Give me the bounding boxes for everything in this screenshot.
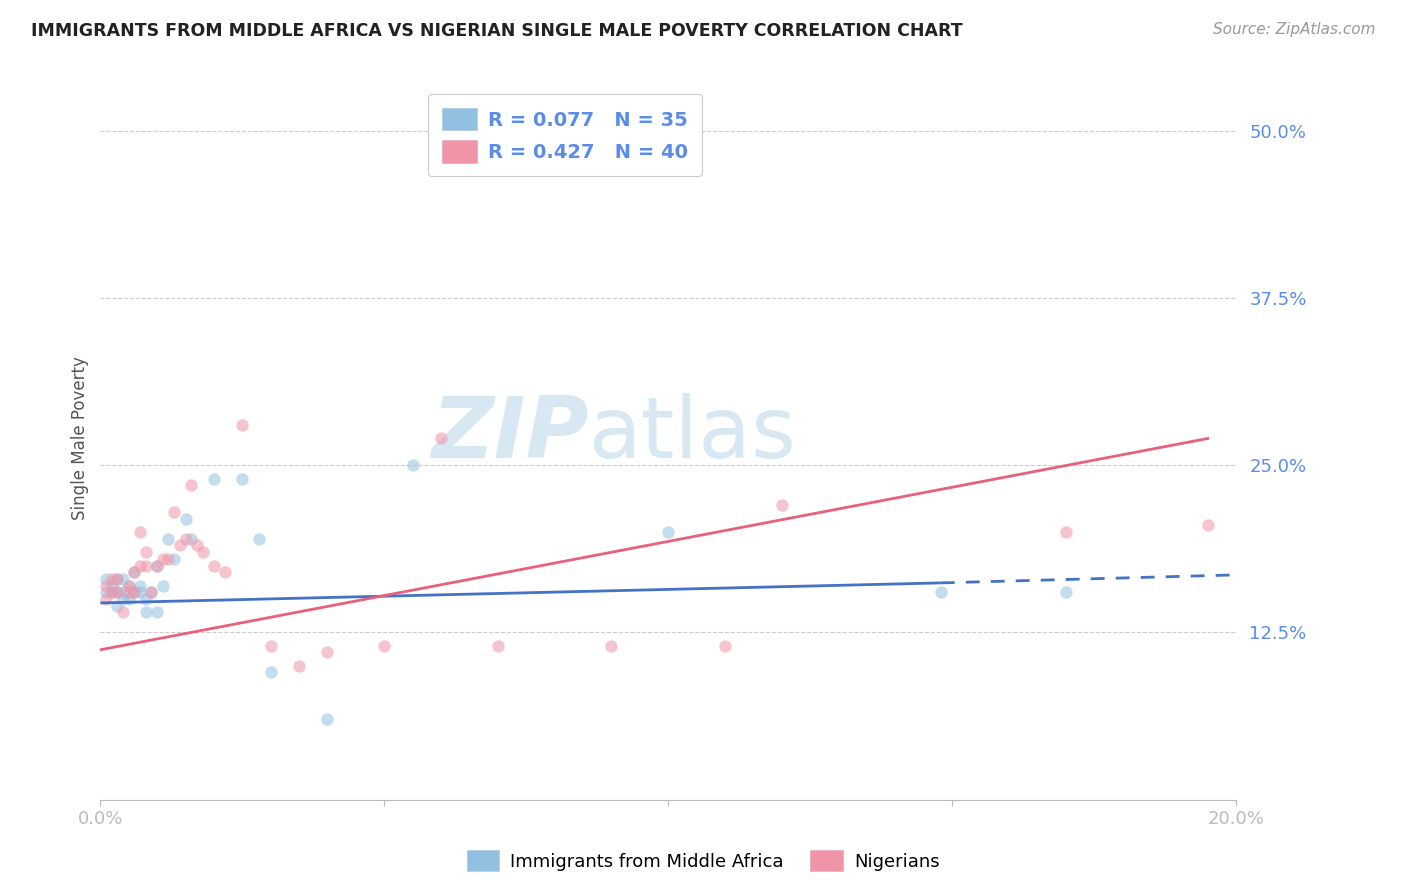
Point [657, 525, 679, 540]
Point [118, 585, 141, 599]
Point [129, 585, 152, 599]
Point [373, 639, 395, 653]
Point [100, 585, 122, 599]
Point [929, 585, 952, 599]
Point [146, 605, 169, 619]
Point [202, 558, 225, 573]
Point [231, 472, 253, 486]
Point [94, 585, 117, 599]
Point [124, 565, 146, 579]
Point [100, 578, 122, 592]
Point [105, 572, 128, 586]
Point [174, 512, 197, 526]
Point [94, 578, 117, 592]
Point [118, 578, 141, 592]
Y-axis label: Single Male Poverty: Single Male Poverty [72, 357, 89, 520]
Point [152, 551, 174, 566]
Point [214, 565, 236, 579]
Point [100, 585, 122, 599]
Point [135, 591, 157, 606]
Legend: Immigrants from Middle Africa, Nigerians: Immigrants from Middle Africa, Nigerians [460, 843, 946, 879]
Point [135, 605, 157, 619]
Point [157, 532, 180, 546]
Point [129, 578, 152, 592]
Point [430, 432, 453, 446]
Point [112, 572, 135, 586]
Point [105, 585, 128, 599]
Point [186, 538, 208, 552]
Point [118, 578, 141, 592]
Text: IMMIGRANTS FROM MIDDLE AFRICA VS NIGERIAN SINGLE MALE POVERTY CORRELATION CHART: IMMIGRANTS FROM MIDDLE AFRICA VS NIGERIA… [31, 22, 963, 40]
Point [124, 585, 146, 599]
Point [316, 712, 339, 726]
Point [247, 532, 270, 546]
Point [657, 124, 679, 138]
Point [1197, 518, 1219, 533]
Point [135, 558, 157, 573]
Text: ZIP: ZIP [432, 393, 589, 476]
Legend: R = 0.077   N = 35, R = 0.427   N = 40: R = 0.077 N = 35, R = 0.427 N = 40 [427, 95, 702, 177]
Point [174, 532, 197, 546]
Point [163, 551, 186, 566]
Point [94, 572, 117, 586]
Point [105, 585, 128, 599]
Point [112, 591, 135, 606]
Point [152, 578, 174, 592]
Point [180, 532, 202, 546]
Point [202, 472, 225, 486]
Point [129, 525, 152, 540]
Point [180, 478, 202, 492]
Point [288, 658, 311, 673]
Point [112, 585, 135, 599]
Point [112, 605, 135, 619]
Point [118, 591, 141, 606]
Point [1054, 525, 1077, 540]
Point [600, 639, 623, 653]
Point [141, 585, 163, 599]
Point [231, 418, 253, 433]
Point [157, 551, 180, 566]
Point [146, 558, 169, 573]
Point [129, 558, 152, 573]
Point [402, 458, 425, 473]
Point [124, 565, 146, 579]
Point [100, 572, 122, 586]
Text: Source: ZipAtlas.com: Source: ZipAtlas.com [1212, 22, 1375, 37]
Point [770, 499, 793, 513]
Text: atlas: atlas [589, 393, 797, 476]
Point [169, 538, 191, 552]
Point [1054, 585, 1077, 599]
Point [486, 639, 509, 653]
Point [191, 545, 214, 559]
Point [105, 599, 128, 613]
Point [260, 639, 283, 653]
Point [135, 545, 157, 559]
Point [146, 558, 169, 573]
Point [163, 505, 186, 519]
Point [141, 585, 163, 599]
Point [260, 665, 283, 680]
Point [714, 639, 737, 653]
Point [124, 585, 146, 599]
Point [105, 572, 128, 586]
Point [316, 645, 339, 659]
Point [94, 591, 117, 606]
